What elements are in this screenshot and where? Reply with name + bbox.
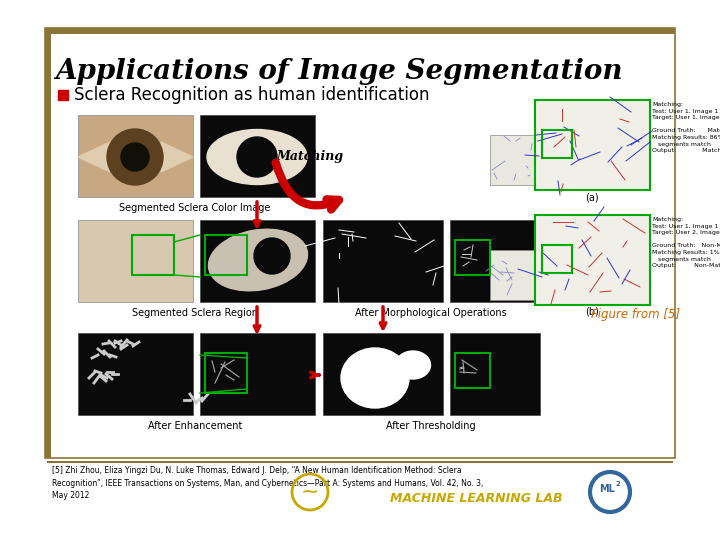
Bar [78,115,193,197]
Text: Matching:
Test: User 1, Image 1
Target: User 1, Image 2

Ground Truth:      Matc: Matching: Test: User 1, Image 1 Target: … [652,102,720,153]
Bar [542,245,572,273]
Bar [200,220,315,302]
Bar [535,100,650,190]
Text: (b): (b) [585,307,599,317]
Ellipse shape [395,351,431,379]
Text: ML: ML [599,484,615,494]
Bar [490,135,545,185]
Circle shape [254,238,290,274]
Text: Matching: Matching [276,150,343,163]
Ellipse shape [207,130,307,185]
Text: Sclera Recognition as human identification: Sclera Recognition as human identificati… [74,86,430,104]
Bar [205,235,247,275]
Ellipse shape [341,348,409,408]
Text: Figure from [5]: Figure from [5] [591,308,680,321]
Bar [323,220,443,302]
Text: After Thresholding: After Thresholding [386,421,476,431]
Bar [323,333,443,415]
Text: MACHINE LEARNING LAB: MACHINE LEARNING LAB [390,491,562,504]
Wedge shape [78,142,113,172]
Text: Segmented Sclera Region: Segmented Sclera Region [132,308,258,318]
Text: ~: ~ [301,482,319,502]
Circle shape [237,137,277,177]
Bar [455,240,490,275]
Bar [455,353,490,388]
Bar [535,215,650,305]
Circle shape [121,143,149,171]
Wedge shape [158,142,193,172]
Text: [5] Zhi Zhou, Eliza Yingzi Du, N. Luke Thomas, Edward J. Delp, “A New Human Iden: [5] Zhi Zhou, Eliza Yingzi Du, N. Luke T… [52,466,483,500]
Bar [200,115,315,197]
Bar [490,250,545,300]
Bar [200,333,315,415]
Bar [78,220,193,302]
Bar [45,28,675,34]
Text: Segmented Sclera Color Image: Segmented Sclera Color Image [120,203,271,213]
Bar [78,333,193,415]
Bar [132,235,174,275]
Text: Applications of Image Segmentation: Applications of Image Segmentation [55,58,623,85]
Text: 2: 2 [616,481,621,487]
Text: Matching:
Test: User 1, Image 1
Target: User 2, Image 1

Ground Truth:   Non-Mat: Matching: Test: User 1, Image 1 Target: … [652,217,720,268]
Text: After Morphological Operations: After Morphological Operations [355,308,507,318]
Bar [45,28,675,458]
Text: (a): (a) [585,192,599,202]
Bar [450,333,540,415]
Bar [58,90,68,100]
Ellipse shape [209,229,307,291]
Bar [205,353,247,393]
Bar [542,130,572,158]
Text: After Enhancement: After Enhancement [148,421,242,431]
Bar [450,220,540,302]
Circle shape [107,129,163,185]
Bar [45,28,51,458]
